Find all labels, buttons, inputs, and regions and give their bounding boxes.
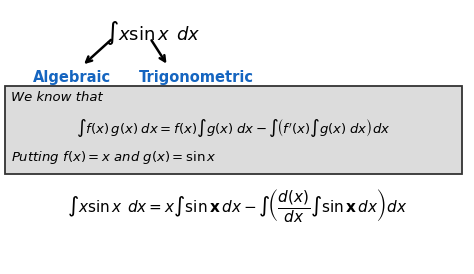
Text: We know that: We know that <box>11 91 103 104</box>
Text: $\int x \sin x \;\, dx = x \int \mathbf{\sin x}\,dx - \int\!\left(\dfrac{d(x)}{d: $\int x \sin x \;\, dx = x \int \mathbf{… <box>67 187 407 224</box>
Text: Trigonometric: Trigonometric <box>138 70 254 85</box>
Text: $\int f(x)\,g(x)\;dx = f(x)\int g(x)\;dx - \int\!\left(f^{\prime}(x)\int g(x)\;d: $\int f(x)\,g(x)\;dx = f(x)\int g(x)\;dx… <box>76 117 391 139</box>
Bar <box>5 86 462 174</box>
Text: Algebraic: Algebraic <box>33 70 111 85</box>
Text: Putting $\mathbf{\mathit{f(x) = x}}$ and $\mathbf{\mathit{g(x) = \sin x}}$: Putting $\mathbf{\mathit{f(x) = x}}$ and… <box>11 149 217 166</box>
Text: $\int x \sin x \;\, dx$: $\int x \sin x \;\, dx$ <box>105 19 201 47</box>
